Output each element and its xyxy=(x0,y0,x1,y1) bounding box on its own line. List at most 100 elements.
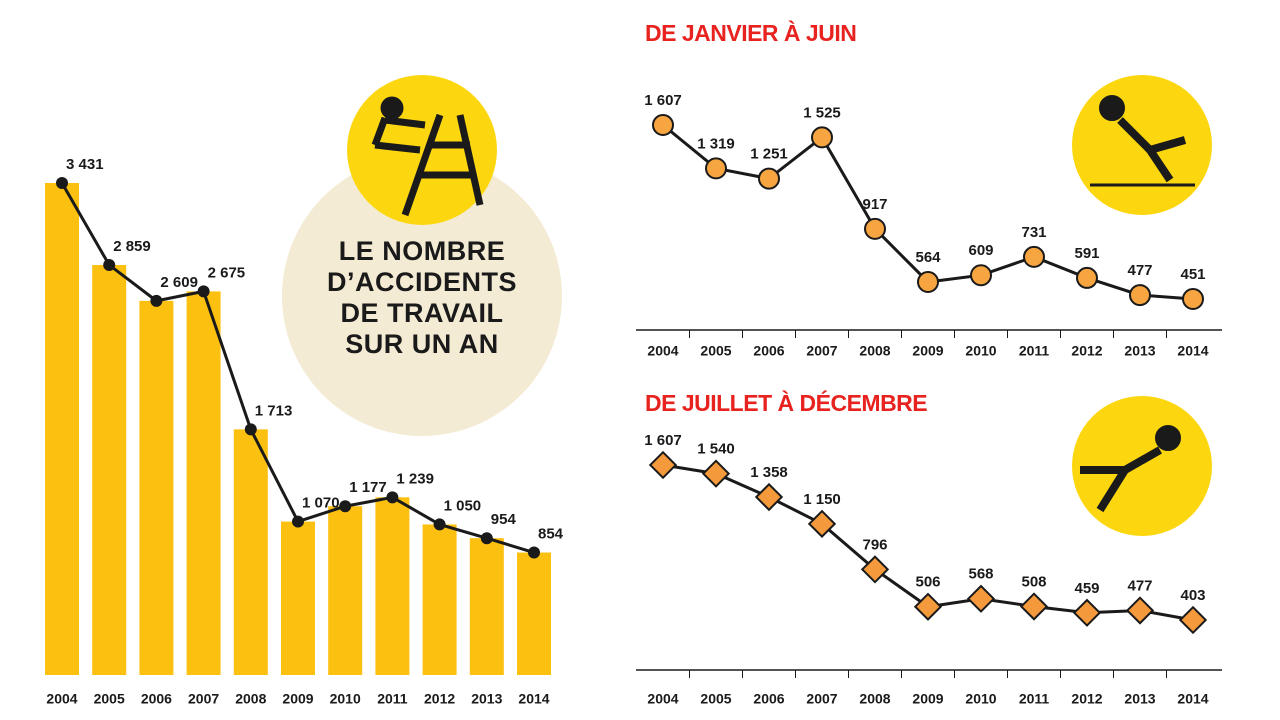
x-tick-label: 2007 xyxy=(188,691,219,707)
value-label: 917 xyxy=(862,196,887,213)
bar xyxy=(45,183,79,675)
value-label: 1 525 xyxy=(803,104,841,121)
point xyxy=(1072,598,1102,627)
x-tick-label: 2012 xyxy=(1071,343,1102,359)
x-tick-label: 2010 xyxy=(965,691,996,707)
value-label: 854 xyxy=(538,526,564,543)
value-label: 609 xyxy=(968,242,993,259)
bar xyxy=(328,506,363,675)
value-label: 1 607 xyxy=(644,92,682,109)
value-label: 731 xyxy=(1021,224,1046,241)
point xyxy=(705,157,727,180)
point xyxy=(1076,266,1098,289)
point xyxy=(648,450,678,480)
x-tick-label: 2005 xyxy=(700,343,731,359)
value-label: 1 177 xyxy=(349,479,387,496)
x-tick-label: 2010 xyxy=(330,691,361,707)
value-label: 1 358 xyxy=(750,464,788,481)
x-tick-label: 2014 xyxy=(518,691,549,707)
value-label: 403 xyxy=(1180,587,1205,604)
x-tick-label: 2005 xyxy=(94,691,125,707)
bar xyxy=(375,497,410,675)
bar xyxy=(186,291,221,675)
value-label: 1 540 xyxy=(697,441,735,458)
value-label: 477 xyxy=(1127,262,1152,279)
x-tick-label: 2013 xyxy=(471,691,502,707)
point xyxy=(292,515,304,528)
point xyxy=(807,509,837,538)
value-label: 3 431 xyxy=(66,156,104,173)
point xyxy=(528,546,540,559)
bar xyxy=(281,521,315,675)
value-label: 1 319 xyxy=(697,135,735,152)
x-tick-label: 2011 xyxy=(377,691,408,707)
value-label: 1 713 xyxy=(255,402,293,419)
x-tick-label: 2013 xyxy=(1124,691,1155,707)
x-tick-label: 2006 xyxy=(753,691,784,707)
x-tick-label: 2007 xyxy=(806,343,837,359)
point xyxy=(860,555,890,584)
x-tick-label: 2005 xyxy=(700,691,731,707)
value-label: 568 xyxy=(968,566,993,583)
title-circle xyxy=(282,156,562,436)
x-tick-label: 2004 xyxy=(647,343,678,359)
point xyxy=(1019,592,1049,621)
fall-drawing xyxy=(1090,95,1195,187)
value-label: 796 xyxy=(862,536,887,553)
point xyxy=(1178,605,1208,635)
point xyxy=(386,491,399,504)
x-tick-label: 2004 xyxy=(647,691,678,707)
value-label: 477 xyxy=(1127,577,1152,594)
value-label: 508 xyxy=(1021,573,1046,590)
value-label: 591 xyxy=(1074,245,1099,262)
x-tick-label: 2007 xyxy=(806,691,837,707)
point xyxy=(917,270,939,293)
bar xyxy=(92,265,127,675)
point xyxy=(103,259,116,272)
point xyxy=(913,592,943,621)
x-tick-label: 2008 xyxy=(235,691,266,707)
point xyxy=(150,294,163,307)
value-label: 1 150 xyxy=(803,491,841,508)
point xyxy=(197,285,210,298)
ladder-drawing xyxy=(371,96,484,217)
point xyxy=(864,217,886,240)
slip-drawing xyxy=(1080,425,1181,513)
point xyxy=(758,167,780,190)
point xyxy=(966,584,996,613)
value-label: 2 675 xyxy=(208,264,246,281)
point xyxy=(480,532,493,545)
value-label: 1 607 xyxy=(644,432,682,449)
point xyxy=(970,264,992,287)
point xyxy=(811,126,833,149)
chart-title: LE NOMBRE D’ACCIDENTS DE TRAVAIL SUR UN … xyxy=(326,236,517,359)
point xyxy=(754,482,784,512)
bar xyxy=(469,538,504,675)
bar xyxy=(233,429,268,675)
point xyxy=(56,177,68,189)
point xyxy=(339,500,352,513)
point xyxy=(1182,288,1204,310)
point xyxy=(1129,284,1151,307)
value-label: 1 050 xyxy=(444,497,482,514)
icon-ladder xyxy=(347,75,497,225)
x-tick-label: 2011 xyxy=(1019,691,1050,707)
x-tick-label: 2013 xyxy=(1124,343,1155,359)
bar xyxy=(517,552,551,675)
chart-title: DE JUILLET À DÉCEMBRE xyxy=(645,389,927,416)
value-label: 451 xyxy=(1180,266,1205,283)
chart-title: DE JANVIER À JUIN xyxy=(645,19,856,46)
value-label: 2 609 xyxy=(160,274,198,291)
x-tick-label: 2010 xyxy=(965,343,996,359)
x-tick-label: 2009 xyxy=(912,343,943,359)
x-tick-label: 2009 xyxy=(282,691,313,707)
x-tick-label: 2006 xyxy=(753,343,784,359)
x-tick-label: 2009 xyxy=(912,691,943,707)
bar xyxy=(422,524,457,675)
value-label: 954 xyxy=(491,511,517,528)
x-tick-label: 2012 xyxy=(424,691,455,707)
x-tick-label: 2011 xyxy=(1019,343,1050,359)
point xyxy=(244,423,257,436)
